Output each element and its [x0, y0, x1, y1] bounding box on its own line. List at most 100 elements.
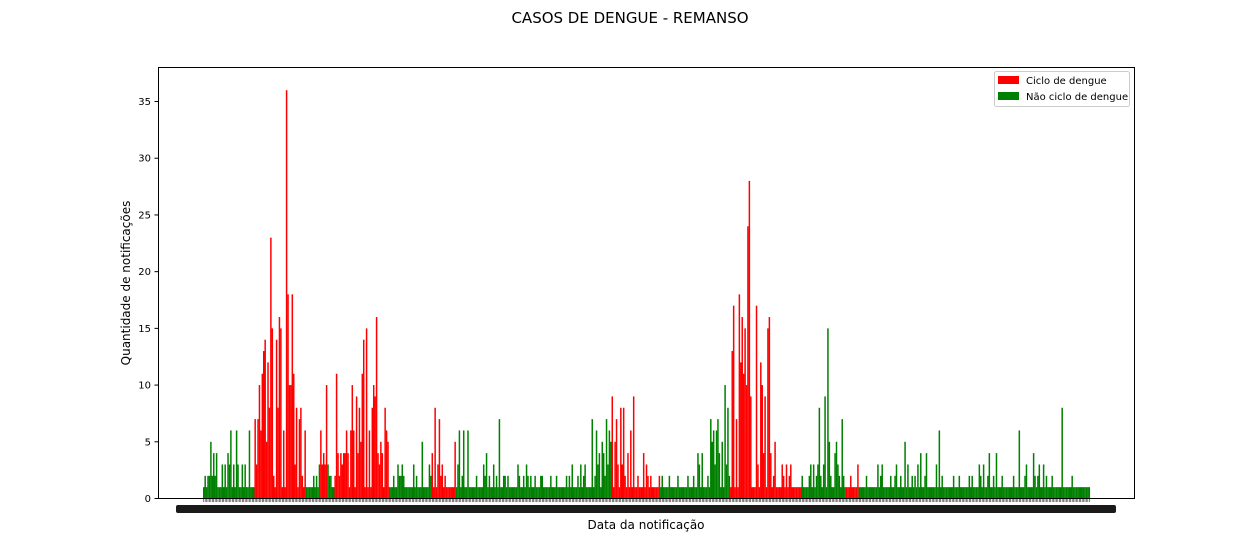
bar — [854, 487, 856, 499]
bars-group — [203, 90, 1091, 499]
bar — [765, 487, 768, 499]
bar — [1064, 487, 1066, 499]
bar — [404, 487, 406, 499]
bar — [952, 475, 955, 499]
bar — [632, 396, 635, 499]
bar — [624, 475, 626, 499]
bar — [324, 464, 326, 499]
bar — [475, 475, 478, 499]
bar — [717, 419, 719, 499]
bar — [1072, 487, 1075, 499]
bar — [550, 475, 552, 499]
bar — [747, 226, 749, 499]
bar — [582, 475, 585, 499]
bar — [592, 487, 595, 499]
bar — [921, 487, 923, 499]
bar — [281, 487, 284, 499]
bar — [791, 487, 793, 499]
bar — [755, 305, 758, 499]
bar — [672, 487, 675, 499]
bar — [417, 487, 419, 499]
y-tick-label: 0 — [145, 494, 151, 505]
bar — [828, 441, 831, 499]
bar — [681, 487, 683, 499]
bar — [925, 453, 928, 499]
bar — [694, 487, 696, 499]
bar — [477, 487, 479, 499]
bar — [517, 464, 519, 499]
bar — [557, 487, 559, 499]
bar — [317, 487, 319, 499]
bar — [930, 487, 932, 499]
bar — [580, 464, 582, 499]
bar — [217, 487, 219, 499]
bar — [227, 453, 229, 499]
bar — [1027, 487, 1029, 499]
bar — [250, 487, 252, 499]
bar — [757, 464, 759, 499]
bar — [221, 464, 224, 499]
bar — [967, 487, 969, 499]
bar — [842, 475, 845, 499]
bar — [318, 464, 321, 499]
bar — [802, 487, 805, 499]
bar — [438, 419, 441, 499]
bar — [392, 475, 395, 499]
bar — [302, 487, 305, 499]
bar — [462, 430, 465, 499]
bar — [782, 475, 785, 499]
bar — [207, 475, 209, 499]
bar — [542, 487, 545, 499]
bar — [644, 487, 646, 499]
bar — [495, 475, 498, 499]
bar — [942, 487, 945, 499]
bar — [891, 487, 893, 499]
bar — [764, 396, 766, 499]
bar — [830, 475, 832, 499]
x-axis-ticks — [176, 498, 1116, 513]
bar — [554, 487, 556, 499]
bar — [420, 487, 422, 499]
bar — [445, 487, 448, 499]
bar — [398, 475, 401, 499]
bar — [437, 464, 439, 499]
bar — [970, 487, 972, 499]
bar — [257, 419, 259, 499]
legend-label-ciclo: Ciclo de dengue — [1026, 76, 1107, 87]
bar — [608, 430, 611, 499]
bar — [737, 487, 739, 499]
bar — [361, 373, 364, 499]
bar — [234, 487, 236, 499]
bar — [280, 328, 282, 499]
bar — [995, 453, 998, 499]
bar — [922, 487, 925, 499]
bar — [938, 430, 941, 499]
bar — [900, 475, 902, 499]
bar — [778, 487, 781, 499]
bar — [1077, 487, 1079, 499]
bar — [725, 464, 728, 499]
bar — [213, 453, 215, 499]
bar — [1038, 464, 1041, 499]
bar — [858, 487, 861, 499]
y-tick-label: 10 — [138, 381, 151, 392]
bar — [544, 487, 546, 499]
bar — [457, 464, 459, 499]
bar — [761, 385, 763, 499]
bar — [901, 487, 903, 499]
bar — [698, 464, 701, 499]
bar — [450, 487, 452, 499]
bar — [845, 487, 848, 499]
legend-swatch-ciclo — [998, 76, 1019, 84]
bar — [754, 487, 756, 499]
bar — [431, 453, 434, 499]
bar — [551, 487, 554, 499]
bar — [841, 419, 843, 499]
bar — [812, 464, 815, 499]
bar — [727, 407, 729, 499]
bar — [824, 396, 826, 499]
bar — [1071, 475, 1073, 499]
bar — [657, 487, 659, 499]
bar — [320, 430, 322, 499]
bar — [1051, 475, 1053, 499]
